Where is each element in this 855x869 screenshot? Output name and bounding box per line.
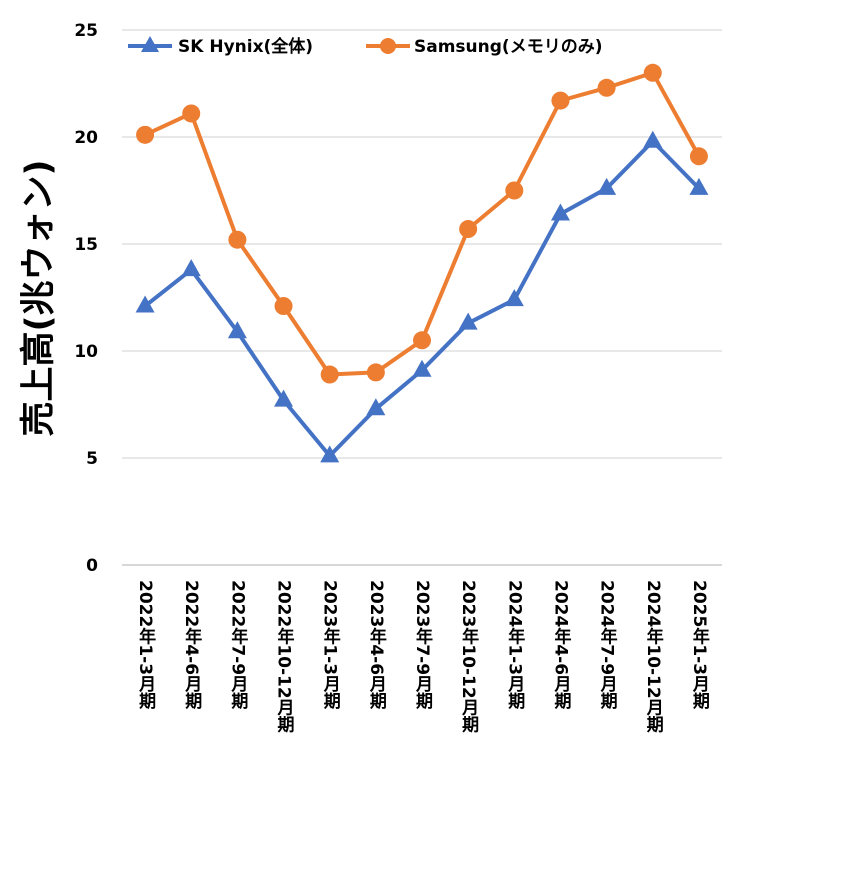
x-tick-label: 2023年4-6月期 [366,580,388,710]
data-point [135,295,155,313]
x-tick-label: 2025年1-3月期 [689,580,711,710]
data-point [366,363,385,382]
series-line [143,139,701,458]
data-point [643,63,662,82]
y-axis-ticks: 0 5 10 15 20 25 [74,21,98,576]
legend-item-1: SK Hynix(全体) [128,36,313,57]
data-point [136,125,155,144]
data-point [689,177,709,195]
x-tick-label: 2024年10-12月期 [643,580,665,734]
data-point [228,230,247,249]
x-tick-label: 2023年10-12月期 [458,580,480,734]
x-tick-label: 2022年4-6月期 [181,580,203,710]
series-line [144,70,701,377]
data-point [597,78,616,97]
data-point [504,289,524,307]
y-tick-label: 0 [86,556,98,576]
data-point [643,130,663,148]
data-point [551,91,570,110]
x-tick-label: 2022年7-9月期 [227,580,249,710]
data-point [459,220,478,239]
series-1 [135,130,709,463]
x-tick-label: 2022年10-12月期 [274,580,296,734]
legend-label: Samsung(メモリのみ) [414,37,602,57]
data-point [689,147,708,166]
data-point [412,359,432,377]
data-point [597,177,617,195]
legend-label: SK Hynix(全体) [178,36,313,57]
y-tick-label: 5 [86,449,98,469]
data-point [182,104,201,123]
series-2 [136,63,708,384]
data-point [320,365,339,384]
x-tick-label: 2024年4-6月期 [550,580,572,710]
data-point [227,321,247,339]
legend-marker [141,36,159,52]
data-point [274,297,293,316]
x-axis-ticks: 2022年1-3月期 2022年4-6月期 2022年7-9月期 2022年10-12… [135,580,710,734]
legend: SK Hynix(全体) Samsung(メモリのみ) [128,36,602,57]
y-axis-label: 売上高(兆ウォン) [19,160,59,437]
data-point [181,259,201,277]
data-point [413,331,431,350]
gridlines [122,29,722,566]
data-point [274,389,294,407]
data-point [458,312,478,330]
x-tick-label: 2024年1-3月期 [504,580,526,710]
x-tick-label: 2023年7-9月期 [412,580,434,710]
y-tick-label: 10 [74,342,98,362]
data-point [366,398,386,416]
x-tick-label: 2023年1-3月期 [320,580,342,710]
data-point [505,181,524,200]
y-tick-label: 25 [74,21,98,41]
data-point [320,445,340,463]
data-point [550,203,570,221]
legend-item-2: Samsung(メモリのみ) [366,37,602,57]
y-tick-label: 20 [74,128,98,148]
series-group [135,63,709,463]
x-tick-label: 2024年7-9月期 [597,580,619,710]
y-tick-label: 15 [74,235,98,255]
legend-marker [380,38,396,54]
x-tick-label: 2022年1-3月期 [135,580,157,710]
